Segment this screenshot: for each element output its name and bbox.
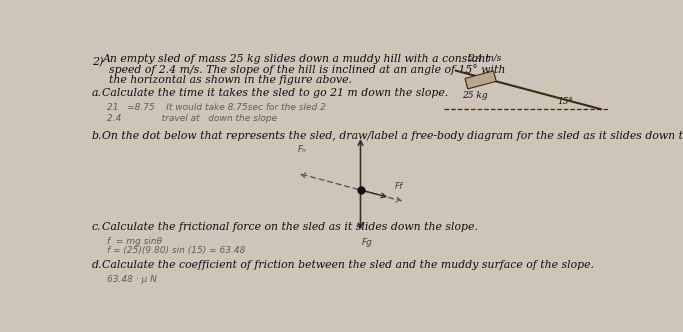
Text: 21   =8.75    It would take 8.75sec for the sled 2: 21 =8.75 It would take 8.75sec for the s… (107, 103, 326, 112)
Text: An empty sled of mass 25 kg slides down a muddy hill with a constant: An empty sled of mass 25 kg slides down … (102, 54, 490, 64)
Text: Ff: Ff (395, 182, 404, 191)
Text: Calculate the coefficient of friction between the sled and the muddy surface of : Calculate the coefficient of friction be… (102, 260, 594, 270)
Text: a.: a. (92, 88, 102, 98)
Text: Fg: Fg (361, 238, 372, 247)
Text: Fₙ: Fₙ (298, 145, 307, 154)
Text: f  = mg sinθ: f = mg sinθ (107, 237, 162, 246)
Text: f = (25)(9.80) sin (15) = 63.48: f = (25)(9.80) sin (15) = 63.48 (107, 246, 245, 255)
Text: 25 kg: 25 kg (462, 91, 487, 100)
Text: Calculate the frictional force on the sled as it slides down the slope.: Calculate the frictional force on the sl… (102, 221, 478, 231)
Text: Calculate the time it takes the sled to go 21 m down the slope.: Calculate the time it takes the sled to … (102, 88, 449, 98)
Text: d.: d. (92, 260, 102, 270)
Text: c.: c. (92, 221, 101, 231)
Text: On the dot below that represents the sled, draw/label a free-body diagram for th: On the dot below that represents the sle… (102, 131, 683, 141)
Text: 2): 2) (92, 57, 103, 67)
Text: the horizontal as shown in the figure above.: the horizontal as shown in the figure ab… (109, 75, 352, 85)
Bar (465, 71, 497, 89)
Text: 63.48 · μ N: 63.48 · μ N (107, 276, 157, 285)
Text: 2.4 m/s: 2.4 m/s (468, 54, 501, 63)
Text: 2.4              travel at   down the slope: 2.4 travel at down the slope (107, 114, 277, 123)
Text: 15°: 15° (558, 97, 574, 106)
Text: b.: b. (92, 131, 102, 141)
Text: speed of 2.4 m/s. The slope of the hill is inclined at an angle of 15° with: speed of 2.4 m/s. The slope of the hill … (109, 64, 505, 75)
